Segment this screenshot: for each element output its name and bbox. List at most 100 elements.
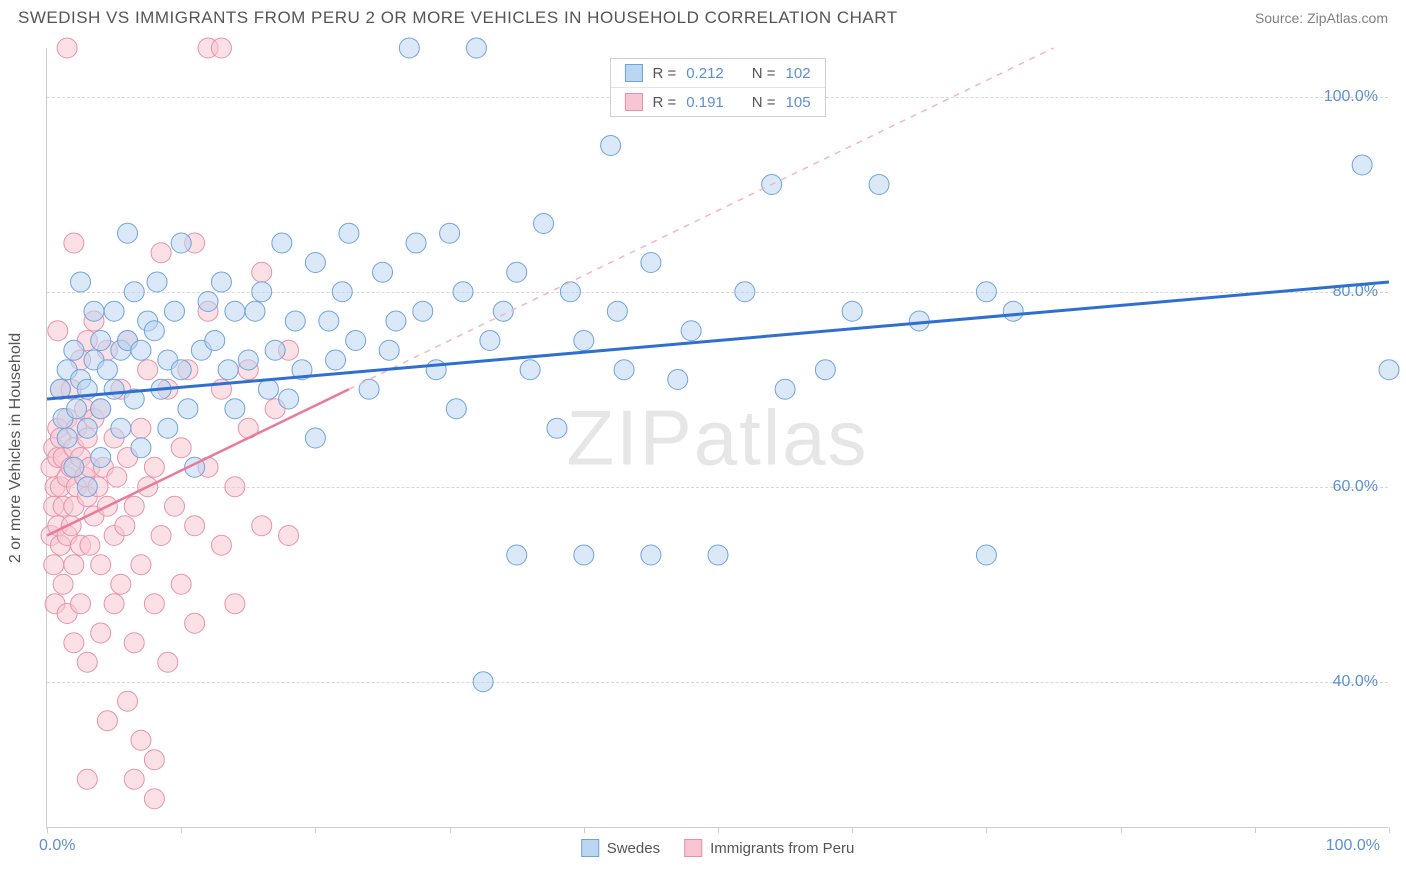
data-point-peru [144,750,164,770]
data-point-peru [138,360,158,380]
x-axis-max-label: 100.0% [1326,837,1380,855]
data-point-peru [111,574,131,594]
data-point-swedes [547,418,567,438]
swatch-blue [624,64,642,82]
data-point-peru [151,526,171,546]
data-point-swedes [413,301,433,321]
data-point-swedes [473,672,493,692]
x-tick [450,827,451,833]
data-point-swedes [147,272,167,292]
data-point-swedes [67,399,87,419]
data-point-swedes [480,331,500,351]
data-point-peru [77,652,97,672]
data-point-peru [151,243,171,263]
data-point-peru [185,516,205,536]
data-point-swedes [507,262,527,282]
x-axis-min-label: 0.0% [39,837,75,855]
data-point-swedes [453,282,473,302]
data-point-peru [158,652,178,672]
data-point-swedes [560,282,580,302]
data-point-swedes [305,428,325,448]
legend-stats: R = 0.212 N = 102 R = 0.191 N = 105 [609,58,825,117]
data-point-swedes [1379,360,1399,380]
data-point-peru [53,574,73,594]
data-point-swedes [171,233,191,253]
data-point-swedes [406,233,426,253]
data-point-swedes [131,438,151,458]
plot-area: ZIPatlas 40.0%60.0%80.0%100.0% R = 0.212… [46,48,1388,828]
data-point-peru [124,633,144,653]
data-point-swedes [681,321,701,341]
data-point-swedes [111,418,131,438]
data-point-swedes [272,233,292,253]
data-point-swedes [252,282,272,302]
data-point-peru [131,555,151,575]
data-point-peru [91,623,111,643]
data-point-peru [144,789,164,809]
data-point-swedes [446,399,466,419]
data-point-swedes [258,379,278,399]
data-point-swedes [71,272,91,292]
data-point-peru [80,535,100,555]
data-point-peru [64,633,84,653]
data-point-swedes [144,321,164,341]
data-point-peru [144,457,164,477]
data-point-swedes [218,360,238,380]
legend-item-swedes: Swedes [581,839,660,857]
data-point-swedes [574,545,594,565]
data-point-swedes [1003,301,1023,321]
data-point-swedes [614,360,634,380]
r-value-pink: 0.191 [686,94,724,111]
data-point-peru [71,594,91,614]
data-point-swedes [641,545,661,565]
data-point-swedes [104,379,124,399]
data-point-peru [104,594,124,614]
data-point-swedes [373,262,393,282]
data-point-peru [225,594,245,614]
swatch-blue [581,839,599,857]
n-label: N = [752,94,776,111]
data-point-peru [185,613,205,633]
r-label: R = [652,94,676,111]
x-tick [315,827,316,833]
swatch-pink [684,839,702,857]
x-tick [1121,827,1122,833]
n-value-blue: 102 [786,65,811,82]
legend-row-pink: R = 0.191 N = 105 [610,88,824,116]
data-point-peru [124,496,144,516]
data-point-swedes [426,360,446,380]
data-point-swedes [319,311,339,331]
r-label: R = [652,65,676,82]
data-point-peru [61,516,81,536]
n-label: N = [752,65,776,82]
data-point-swedes [339,223,359,243]
data-point-swedes [91,331,111,351]
data-point-swedes [574,331,594,351]
data-point-swedes [178,399,198,419]
data-point-swedes [399,38,419,58]
data-point-swedes [326,350,346,370]
data-point-peru [64,233,84,253]
x-tick [584,827,585,833]
scatter-svg [47,48,1388,827]
y-axis-title: 2 or more Vehicles in Household [7,333,25,563]
legend-item-peru: Immigrants from Peru [684,839,854,857]
data-point-peru [164,496,184,516]
data-point-peru [57,38,77,58]
data-point-swedes [279,389,299,409]
data-point-swedes [507,545,527,565]
data-point-swedes [198,292,218,312]
data-point-peru [107,467,127,487]
data-point-swedes [77,477,97,497]
data-point-peru [77,769,97,789]
data-point-peru [225,477,245,497]
data-point-swedes [815,360,835,380]
data-point-peru [171,438,191,458]
data-point-swedes [118,223,138,243]
data-point-peru [171,574,191,594]
data-point-swedes [225,399,245,419]
data-point-peru [252,516,272,536]
data-point-swedes [708,545,728,565]
data-point-swedes [124,282,144,302]
data-point-peru [124,769,144,789]
